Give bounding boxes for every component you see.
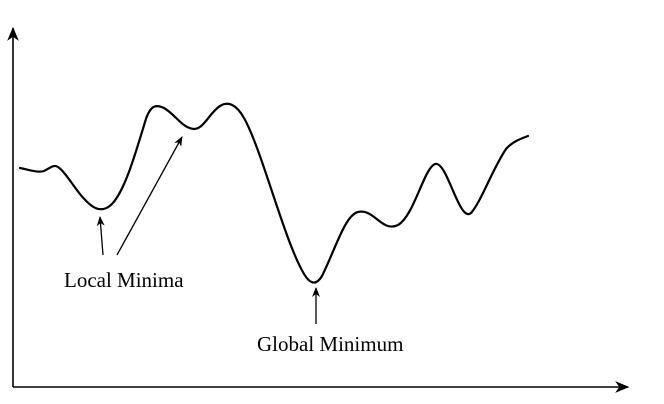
- local-minima-label: Local Minima: [64, 268, 184, 292]
- landscape-curve: [18, 102, 530, 284]
- local-minimum-arrow-2: [116, 136, 183, 256]
- local-minimum-arrow-1: [96, 216, 105, 256]
- global-minimum-label: Global Minimum: [257, 332, 403, 356]
